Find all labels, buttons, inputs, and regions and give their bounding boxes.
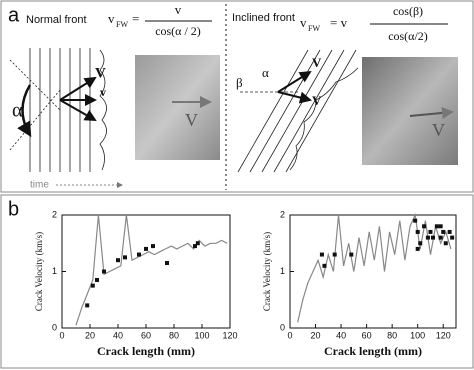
data-point bbox=[349, 252, 354, 257]
y-axis-label: Crack Velocity (km/s) bbox=[262, 232, 272, 311]
formula-lhs: v bbox=[300, 15, 307, 30]
formula-sub: FW bbox=[308, 24, 320, 33]
data-point bbox=[90, 283, 95, 288]
formula-den: cos(α/2) bbox=[388, 29, 428, 43]
formula-eq: = v bbox=[330, 15, 348, 30]
x-tick-label: 80 bbox=[387, 330, 397, 340]
photo bbox=[135, 55, 220, 160]
data-point bbox=[165, 261, 169, 266]
data-point bbox=[415, 246, 420, 251]
data-point bbox=[438, 224, 443, 229]
data-point bbox=[85, 303, 90, 308]
y-tick-label: 1 bbox=[52, 266, 57, 276]
data-point bbox=[434, 224, 439, 229]
time-label: time bbox=[30, 180, 49, 191]
formula-lhs: v bbox=[108, 11, 115, 26]
data-point bbox=[425, 235, 430, 240]
data-point bbox=[428, 229, 433, 234]
x-axis-label: Crack length (mm) bbox=[324, 344, 422, 358]
panel-b-border bbox=[0, 194, 474, 369]
x-tick-label: 0 bbox=[287, 330, 292, 340]
left-title: Normal front bbox=[26, 14, 87, 26]
x-tick-label: 40 bbox=[113, 330, 123, 340]
data-point bbox=[322, 263, 327, 268]
x-axis-label: Crack length (mm) bbox=[97, 344, 195, 358]
y-tick-label: 0 bbox=[280, 322, 285, 332]
arrow bbox=[277, 70, 312, 93]
data-point bbox=[438, 235, 443, 240]
data-point bbox=[123, 255, 127, 260]
panel-label: a bbox=[8, 4, 20, 26]
x-tick-label: 60 bbox=[362, 330, 372, 340]
data-point bbox=[443, 241, 448, 246]
angle-label: β bbox=[236, 75, 243, 90]
y-tick-label: 1 bbox=[280, 266, 285, 276]
data-point bbox=[415, 229, 420, 234]
data-point bbox=[447, 229, 452, 234]
x-tick-label: 40 bbox=[336, 330, 346, 340]
y-axis-label: Crack Velocity (km/s) bbox=[34, 232, 44, 311]
image-label: V bbox=[185, 110, 198, 130]
image-label: V bbox=[432, 120, 445, 140]
data-point bbox=[102, 269, 106, 274]
data-point bbox=[195, 241, 200, 246]
data-point bbox=[413, 218, 418, 223]
y-tick-label: 0 bbox=[52, 322, 57, 332]
fronts bbox=[9, 48, 107, 172]
angle-label: α bbox=[262, 65, 269, 80]
x-tick-label: 0 bbox=[59, 330, 64, 340]
arrow-label: v bbox=[100, 85, 106, 99]
data-point bbox=[450, 235, 455, 240]
fronts bbox=[237, 49, 359, 173]
arrow-label: V bbox=[312, 93, 322, 108]
arrow bbox=[59, 76, 97, 101]
data-point bbox=[319, 252, 324, 257]
x-tick-label: 80 bbox=[169, 330, 179, 340]
photo bbox=[362, 57, 458, 165]
y-tick-label: 2 bbox=[280, 209, 285, 219]
data-point bbox=[144, 246, 148, 251]
formula-num: cos(β) bbox=[393, 4, 423, 18]
velocity-line bbox=[297, 212, 452, 323]
x-tick-label: 60 bbox=[141, 330, 151, 340]
data-point bbox=[418, 241, 423, 246]
formula-eq: = bbox=[132, 11, 139, 26]
x-tick-label: 120 bbox=[222, 330, 237, 340]
velocity-line bbox=[75, 214, 228, 326]
formula-sub: FW bbox=[116, 20, 128, 29]
angle-arrow bbox=[17, 84, 32, 138]
arrow bbox=[59, 99, 97, 121]
data-point bbox=[193, 244, 197, 249]
x-tick-label: 100 bbox=[410, 330, 425, 340]
x-tick-label: 100 bbox=[194, 330, 209, 340]
panel-a-border bbox=[0, 0, 474, 193]
right-title: Inclined front bbox=[232, 12, 295, 24]
formula-num: v bbox=[175, 2, 182, 17]
arrow-label: V bbox=[312, 55, 322, 70]
data-point bbox=[431, 235, 436, 240]
data-point bbox=[137, 252, 141, 257]
data-point bbox=[95, 277, 99, 282]
data-point bbox=[332, 252, 337, 257]
data-point bbox=[116, 258, 120, 263]
data-point bbox=[441, 229, 446, 234]
plot-frame bbox=[61, 214, 231, 329]
formula-den: cos(α / 2) bbox=[155, 24, 201, 38]
arrow bbox=[277, 91, 312, 104]
panel-label: b bbox=[8, 198, 19, 220]
arrow bbox=[409, 106, 454, 119]
data-point bbox=[422, 224, 427, 229]
angle-label: α bbox=[12, 100, 23, 122]
x-tick-label: 20 bbox=[85, 330, 95, 340]
y-tick-label: 2 bbox=[52, 209, 57, 219]
x-tick-label: 120 bbox=[436, 330, 451, 340]
arrow-label: V bbox=[95, 65, 106, 81]
x-tick-label: 20 bbox=[311, 330, 321, 340]
data-point bbox=[151, 244, 155, 249]
